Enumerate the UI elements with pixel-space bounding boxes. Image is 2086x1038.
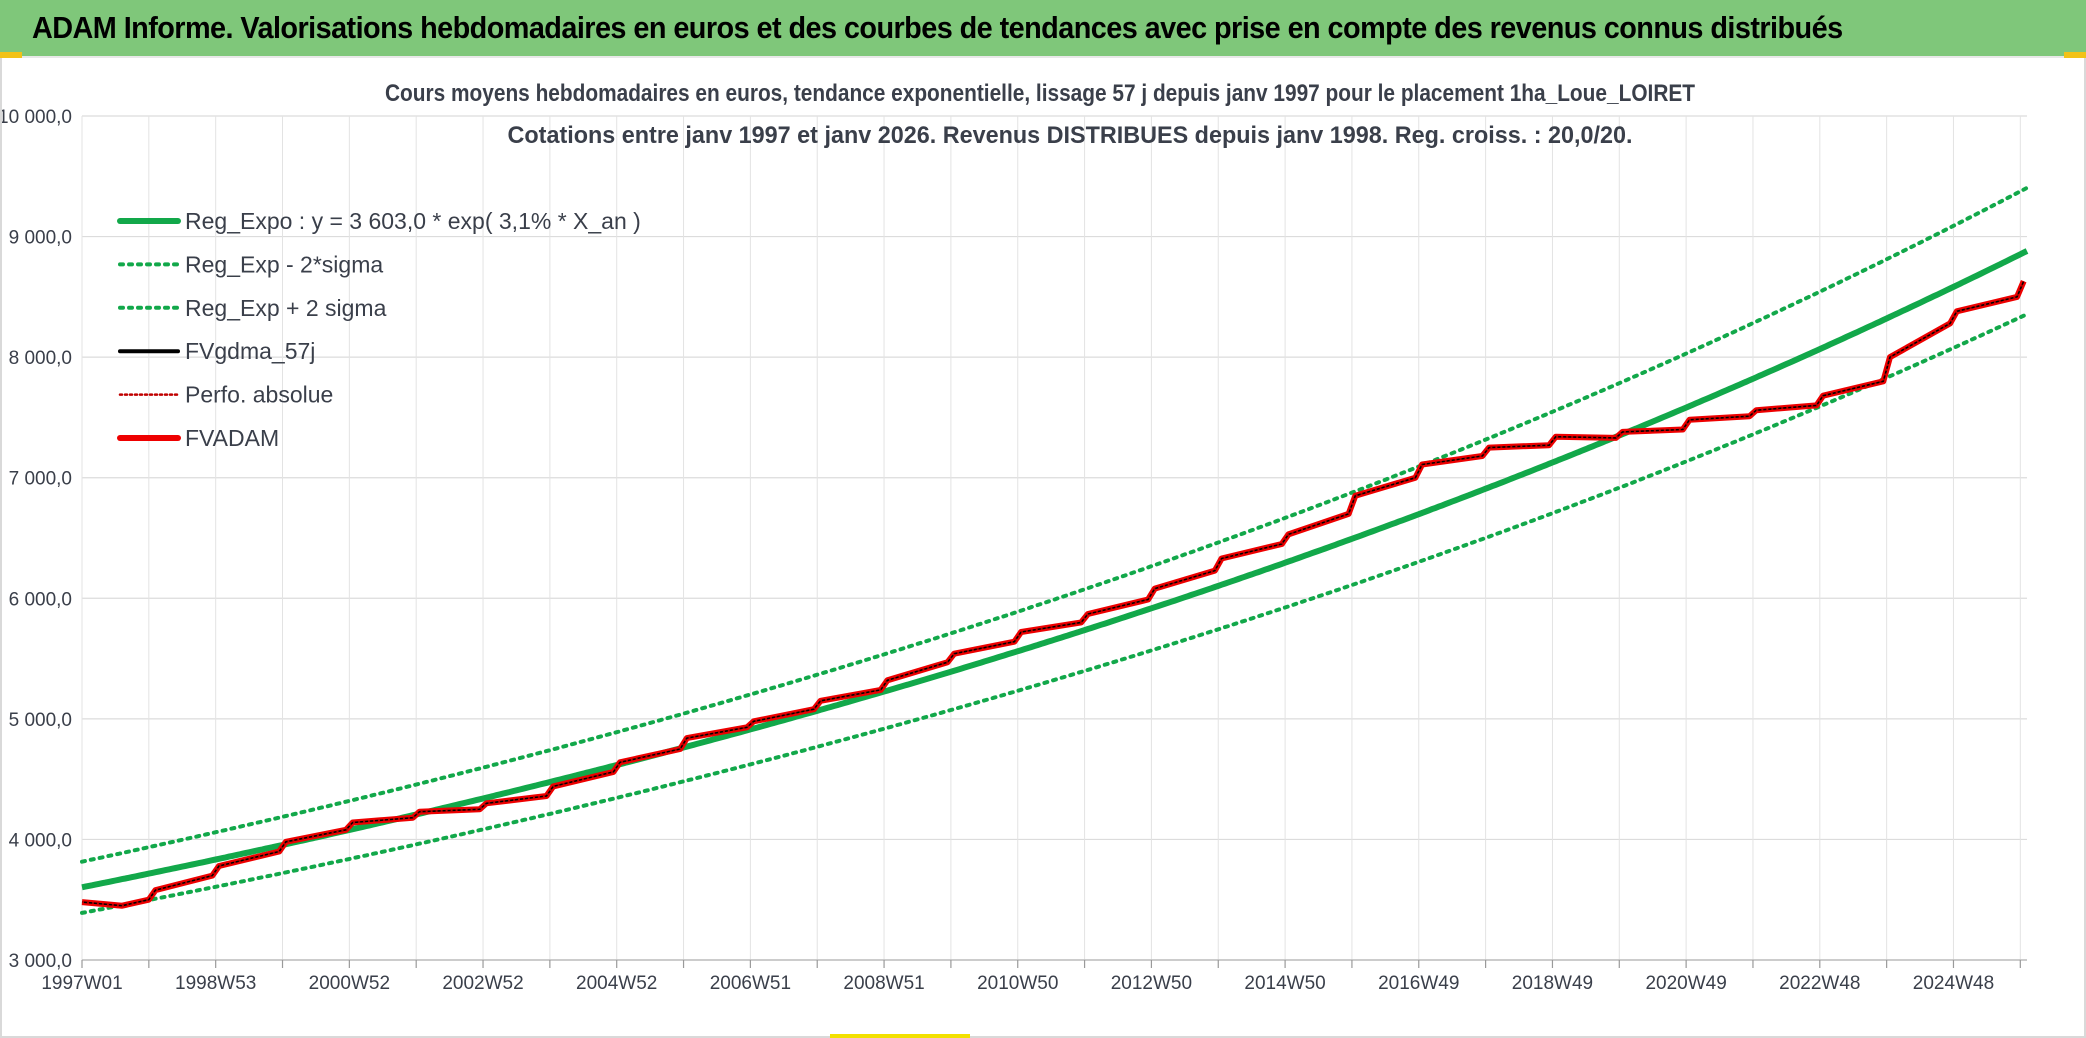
y-tick-label: 5 000,0 [9,710,72,731]
y-tick-label: 9 000,0 [9,228,72,249]
y-tick-label: 3 000,0 [9,951,72,972]
legend-label: Reg_Exp + 2 sigma [185,295,387,321]
valuation-chart: 3 000,0 4 000,0 5 000,0 6 000,0 7 000,0 8 000… [0,80,2029,994]
x-tick-label: 2002W52 [442,973,523,994]
chart-axes: 3 000,0 4 000,0 5 000,0 6 000,0 7 000,0 8 000… [0,107,2027,994]
x-tick-label: 2014W50 [1244,973,1325,994]
y-tick-label: 6 000,0 [9,589,72,610]
y-tick-label: 10 000,0 [0,107,72,128]
legend-label: Reg_Exp - 2*sigma [185,251,383,277]
x-tick-label: 2016W49 [1378,973,1459,994]
x-tick-label: 2020W49 [1645,973,1726,994]
x-tick-label: 2008W51 [843,973,924,994]
x-tick-label: 2006W51 [710,973,791,994]
chart-frame [0,58,2086,1038]
x-tick-label: 2024W48 [1913,973,1994,994]
report-title: ADAM Informe. Valorisations hebdomadaire… [32,10,1843,45]
bottom-mark [830,1034,970,1038]
y-tick-label: 7 000,0 [9,469,72,490]
x-tick-label: 2022W48 [1779,973,1860,994]
chart-legend: Reg_Expo : y = 3 603,0 * exp( 3,1% * X_a… [117,208,641,451]
reg-exp-minus-2sigma-line [80,312,2029,915]
banner-corner-right [2064,52,2086,58]
x-tick-label: 2012W50 [1111,973,1192,994]
y-tick-label: 8 000,0 [9,348,72,369]
x-tick-label: 2018W49 [1512,973,1593,994]
report-banner: ADAM Informe. Valorisations hebdomadaire… [0,0,2086,58]
x-tick-label: 1997W01 [41,973,122,994]
x-tick-label: 2010W50 [977,973,1058,994]
legend-label: Perfo. absolue [185,382,333,408]
chart-title-line1: Cours moyens hebdomadaires en euros, ten… [385,80,1695,107]
x-tick-label: 1998W53 [175,973,256,994]
x-tick-label: 2004W52 [576,973,657,994]
legend-label: Reg_Expo : y = 3 603,0 * exp( 3,1% * X_a… [185,208,641,234]
legend-label: FVgdma_57j [185,338,315,364]
perfo-absolue-line [81,280,2025,907]
y-tick-label: 4 000,0 [9,830,72,851]
legend-label: FVADAM [185,425,279,451]
x-tick-label: 2000W52 [309,973,390,994]
reg-exp-plus-2sigma-line [80,185,2029,864]
banner-corner-left [0,52,22,58]
fvadam-curves [81,280,2027,909]
chart-title-line2: Cotations entre janv 1997 et janv 2026. … [508,122,1633,149]
